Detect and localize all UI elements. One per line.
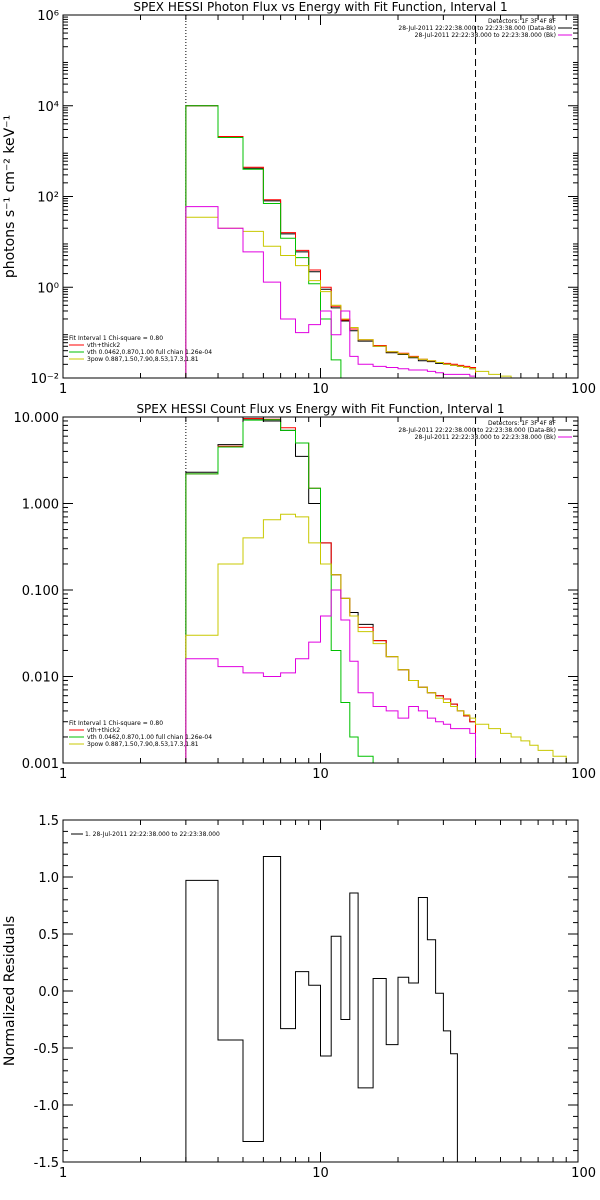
legend-entry: Fit Interval 1 Chi-square = 0.80 [69, 720, 163, 727]
legend-entry: 28-Jul-2011 22:22:38.000 to 22:23:38.000… [415, 32, 556, 39]
y-tick-label: 10.000 [14, 411, 60, 426]
series-line-3pow [185, 513, 567, 763]
legend-entry: 1. 28-Jul-2011 22:22:38.000 to 22:23:38.… [85, 831, 220, 838]
chart-title: SPEX HESSI Photon Flux vs Energy with Fi… [133, 0, 507, 14]
legend-entry: 3pow 0.887,1.50,7.90,8.53,17.3,1.81 [87, 356, 199, 363]
y-tick-label: 10⁶ [37, 9, 59, 24]
x-tick-label: 100 [571, 767, 596, 782]
y-tick-label: 0.5 [38, 928, 59, 943]
x-tick-label: 10 [312, 382, 329, 397]
plot-frame [62, 416, 579, 764]
photon-flux-panel: SPEX HESSI Photon Flux vs Energy with Fi… [2, 0, 596, 397]
y-tick-label: 1.0 [38, 871, 59, 886]
legend-entry: vth 0.0462,0.870,1.00 full chian 1.26e-0… [87, 349, 212, 356]
y-tick-label: 10⁴ [37, 100, 59, 115]
y-tick-label: 10⁻² [30, 372, 59, 387]
y-tick-label: 10⁰ [37, 281, 59, 296]
series-line-vth [185, 105, 350, 378]
y-axis-label: photons s⁻¹ cm⁻² keV⁻¹ [2, 115, 18, 278]
legend-entry: 28-Jul-2011 22:22:38.000 to 22:23:38.000… [415, 434, 556, 441]
y-tick-label: 0.100 [22, 584, 59, 599]
x-tick-label: 1 [59, 767, 67, 782]
legend-entry: 28-Jul-2011 22:22:38.000 to 22:23:38.000… [398, 427, 556, 434]
legend-entry: 3pow 0.887,1.50,7.90,8.53,17.3,1.81 [87, 741, 199, 748]
x-tick-label: 1 [59, 1166, 67, 1181]
x-tick-label: 100 [571, 382, 596, 397]
x-tick-label: 10 [312, 767, 329, 782]
y-tick-label: 0.0 [38, 985, 59, 1000]
y-tick-label: -1.5 [34, 1156, 59, 1171]
legend-entry: vth 0.0462,0.870,1.00 full chian 1.26e-0… [87, 734, 212, 741]
legend-entry: vth+thick2 [87, 342, 120, 349]
legend-entry: 28-Jul-2011 22:22:38.000 to 22:23:38.000… [398, 25, 556, 32]
y-tick-label: 1.5 [38, 814, 59, 829]
y-tick-label: 10² [37, 191, 59, 206]
series-line-bk [185, 589, 476, 763]
legend-entry: Fit Interval 1 Chi-square = 0.80 [69, 335, 163, 342]
x-tick-label: 100 [571, 1166, 596, 1181]
y-tick-label: 1.000 [22, 498, 59, 513]
y-tick-label: -1.0 [34, 1099, 59, 1114]
x-tick-label: 10 [312, 1166, 329, 1181]
residuals-panel: Normalized Residuals 1 10 100 -1.5 -1.0 -0.5 0.… [2, 814, 596, 1181]
y-tick-label: -0.5 [34, 1042, 59, 1057]
legend-entry: vth+thick2 [87, 727, 120, 734]
y-axis-label: Normalized Residuals [2, 916, 18, 1066]
chart-title: SPEX HESSI Count Flux vs Energy with Fit… [136, 402, 504, 416]
count-flux-panel: SPEX HESSI Count Flux vs Energy with Fit… [14, 402, 597, 782]
series-line-3pow [185, 216, 521, 378]
series-line-vth [185, 419, 374, 763]
legend-entry: Detectors: 1F 3F 4F 8F [488, 18, 557, 25]
legend-entry: Detectors: 1F 3F 4F 8F [488, 420, 557, 427]
y-tick-label: 0.001 [22, 757, 59, 772]
y-tick-label: 0.010 [22, 671, 59, 686]
x-tick-label: 1 [59, 382, 67, 397]
series-line-1-28-jul-2011-22-22-38-000-to-22-23-38-000 [185, 856, 476, 1162]
